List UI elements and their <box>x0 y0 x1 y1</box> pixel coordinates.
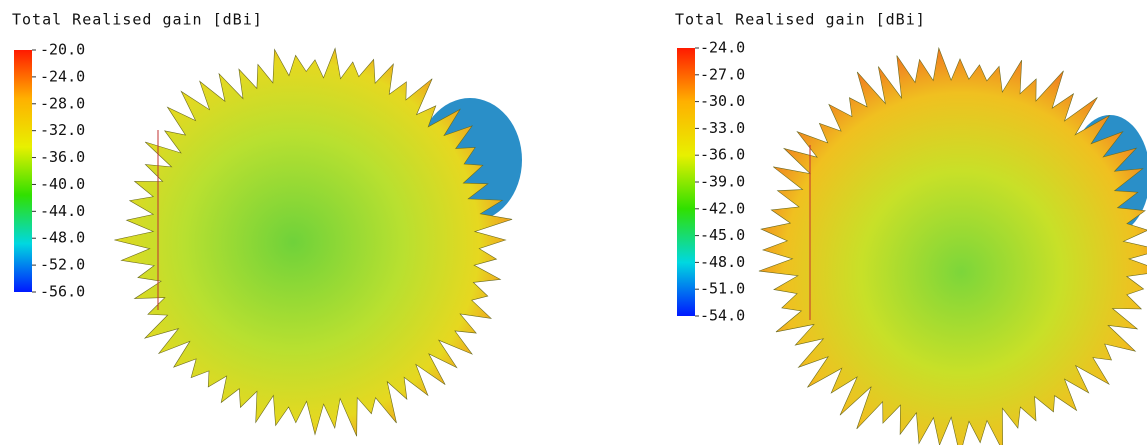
colorbar-tick-label: -42.0 <box>700 199 745 217</box>
colorbar-tick-label: -48.0 <box>700 253 745 271</box>
colorbar-tick-label: -36.0 <box>40 148 85 166</box>
colorbar-tick-label: -28.0 <box>40 94 85 112</box>
colorbar <box>14 50 32 292</box>
colorbar-tick-label: -44.0 <box>40 202 85 220</box>
colorbar-tick-label: -20.0 <box>40 41 85 59</box>
colorbar-tick-label: -27.0 <box>700 65 745 83</box>
colorbar-title: Total Realised gain [dBi] <box>675 11 926 29</box>
colorbar-tick-label: -45.0 <box>700 226 745 244</box>
colorbar-panel: Total Realised gain [dBi] -20.0 -24.0 -28.0… <box>12 11 263 301</box>
colorbar-panel: Total Realised gain [dBi] -24.0 -27.0 -30.0… <box>675 11 926 325</box>
colorbar-tick-label: -30.0 <box>700 92 745 110</box>
colorbar-tick-label: -52.0 <box>40 256 85 274</box>
colorbar-tick-label: -33.0 <box>700 119 745 137</box>
colorbar <box>677 48 695 316</box>
radiation-pattern <box>114 47 513 437</box>
colorbar-tick-label: -40.0 <box>40 175 85 193</box>
colorbar-title: Total Realised gain [dBi] <box>12 11 263 29</box>
colorbar-tick-label: -24.0 <box>700 39 745 57</box>
pattern-left <box>114 47 522 437</box>
radiation-pattern <box>758 46 1147 445</box>
colorbar-tick-label: -24.0 <box>40 67 85 85</box>
colorbar-tick-label: -54.0 <box>700 307 745 325</box>
colorbar-tick-label: -32.0 <box>40 121 85 139</box>
pattern-right <box>758 46 1147 445</box>
colorbar-tick-label: -36.0 <box>700 146 745 164</box>
colorbar-tick-label: -39.0 <box>700 173 745 191</box>
colorbar-tick-label: -51.0 <box>700 280 745 298</box>
colorbar-tick-label: -48.0 <box>40 229 85 247</box>
colorbar-tick-label: -56.0 <box>40 283 85 301</box>
